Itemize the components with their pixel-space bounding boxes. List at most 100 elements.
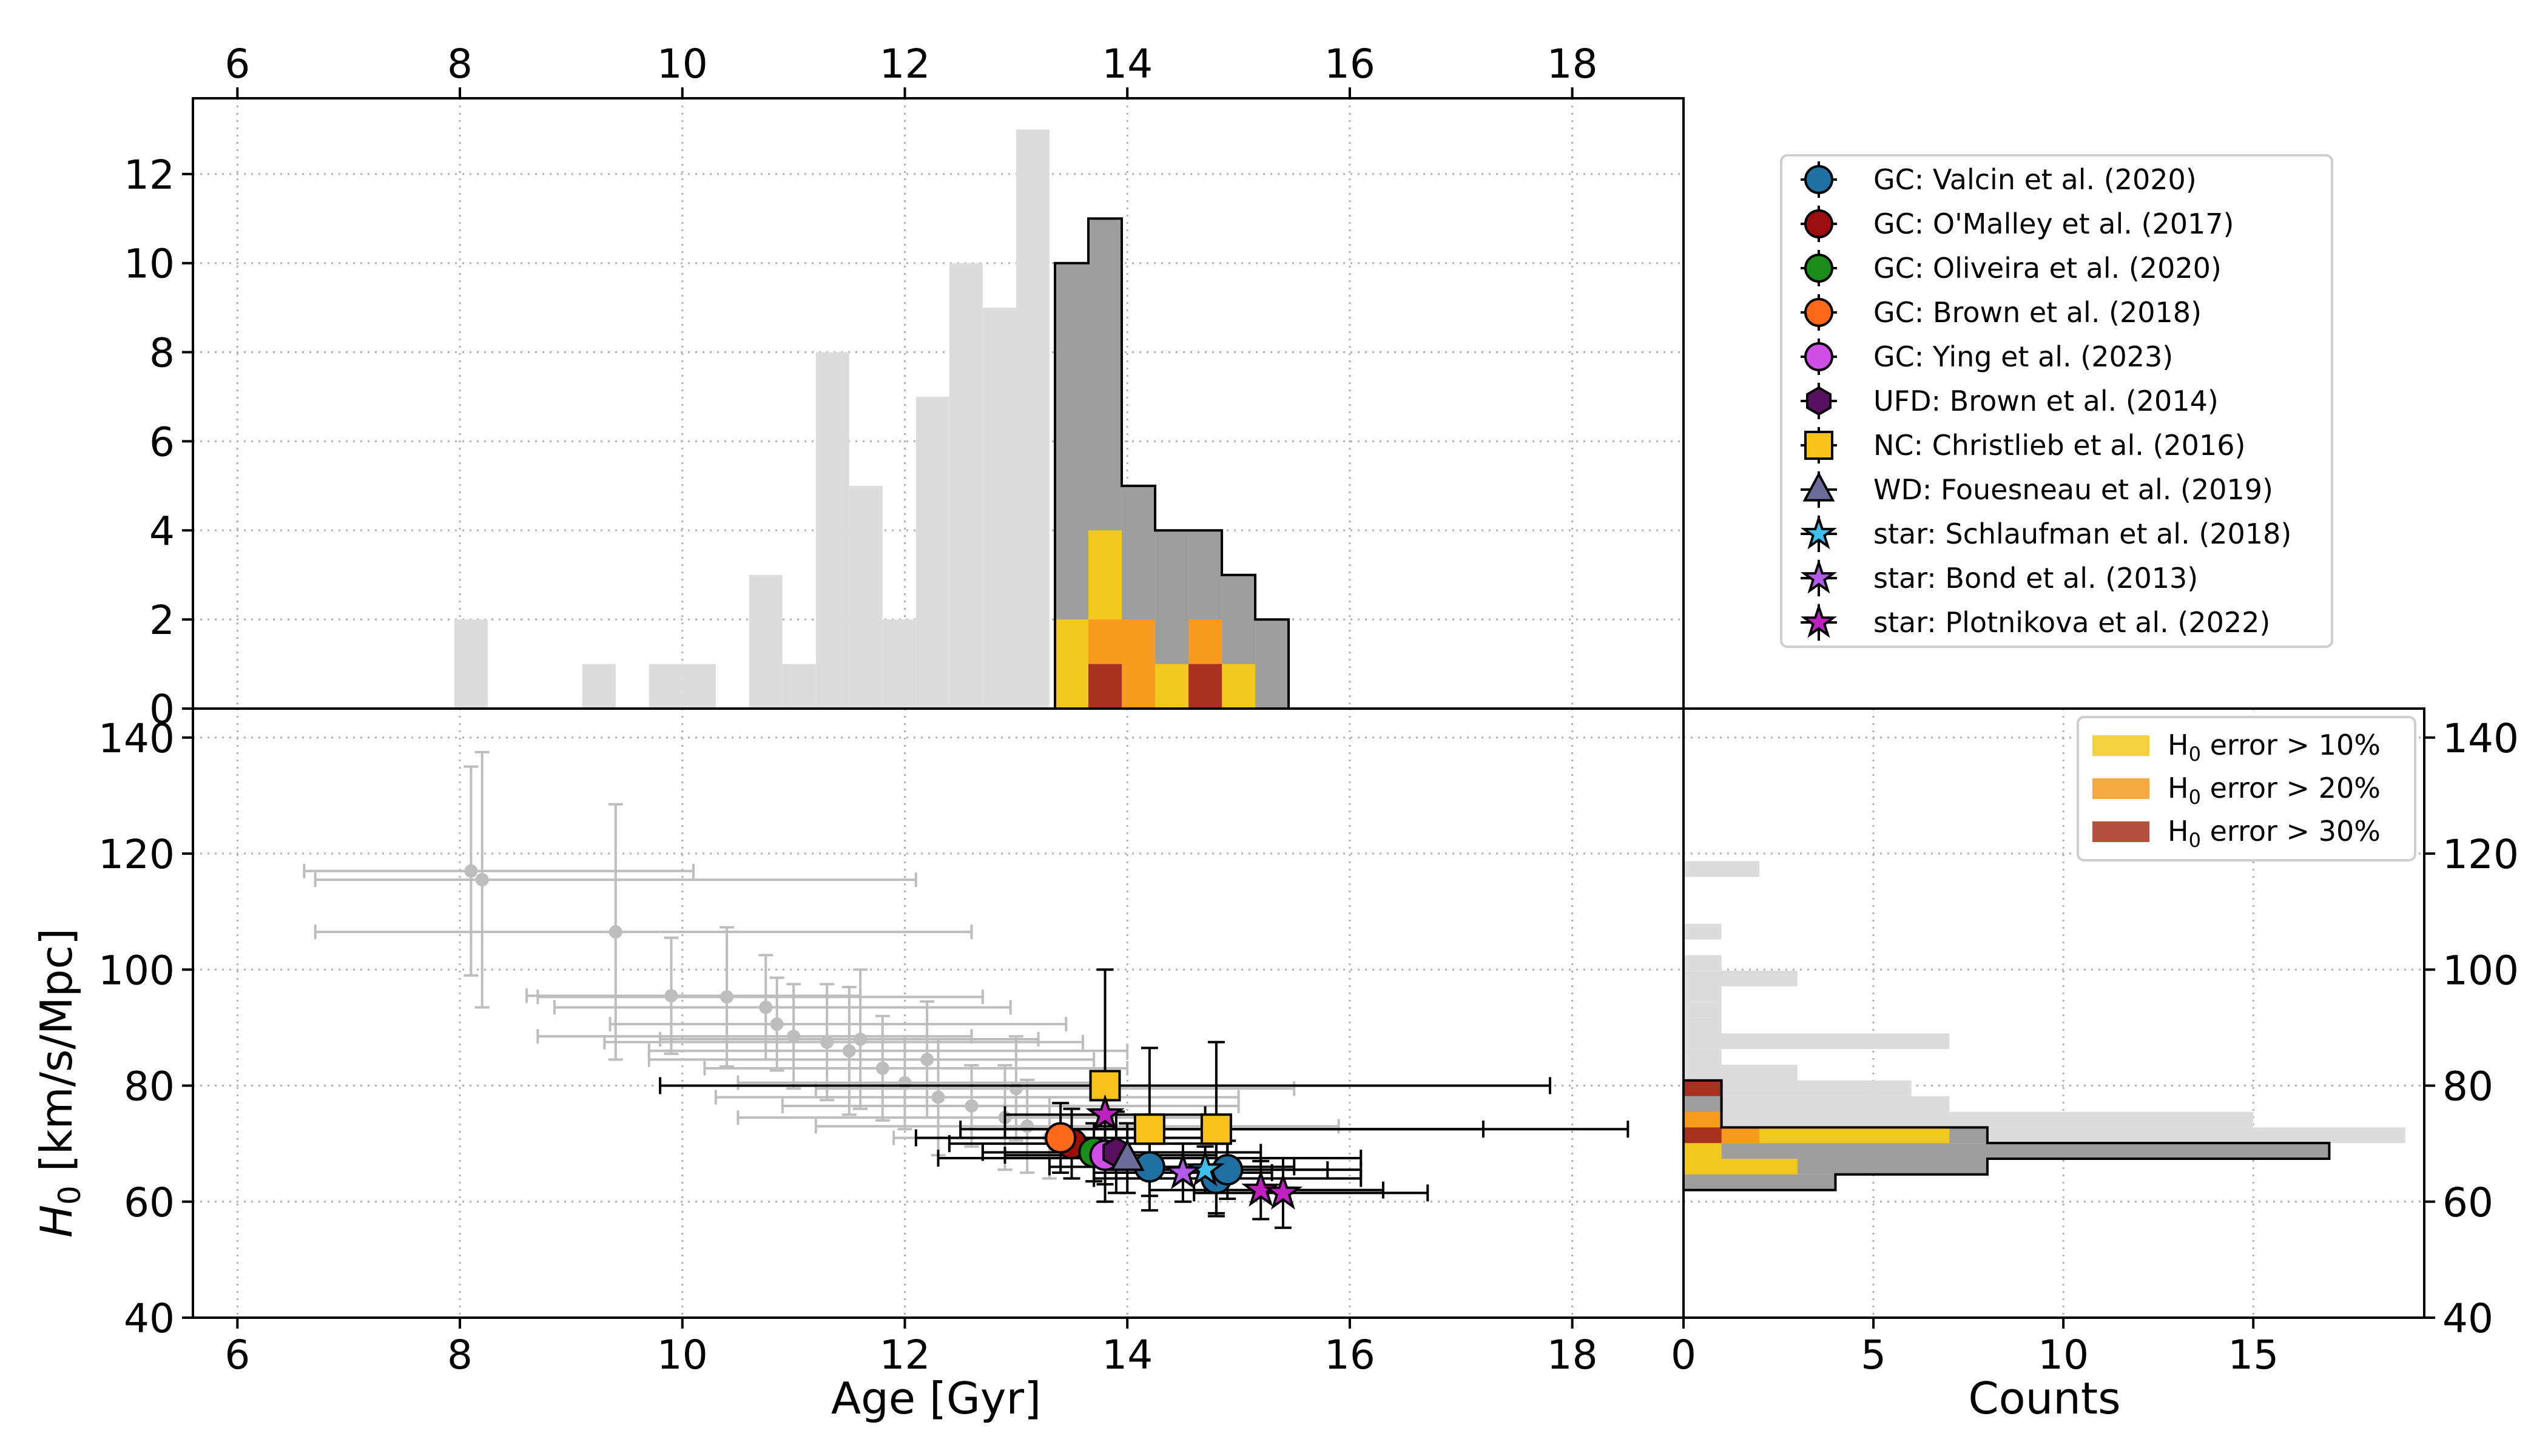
err30-bar [1088, 664, 1122, 709]
x-tick-label: 14 [1102, 1332, 1153, 1378]
legend-marker-schlaufman [1800, 514, 1838, 550]
x-axis-label-age: Age [Gyr] [831, 1373, 1041, 1424]
right-y-tick-label: 100 [2442, 947, 2519, 994]
y-tick-label: 140 [98, 715, 175, 762]
error-legend-box [2077, 716, 2416, 861]
highlight-bar [1684, 1096, 1722, 1112]
background-bar [1684, 1002, 1722, 1018]
counts-tick-label: 5 [1861, 1332, 1886, 1378]
data-point-christlieb [1200, 1113, 1232, 1145]
legend-marker-brown18 [1804, 298, 1833, 327]
gray-point [1020, 1119, 1034, 1133]
gray-point [759, 1000, 773, 1014]
err30-bar [1684, 1080, 1722, 1096]
legend-marker-fouesneau [1802, 471, 1835, 502]
err30-bar [1684, 1127, 1722, 1144]
y-axis-label-units: [km/s/Mpc] [31, 928, 82, 1185]
background-bar [1684, 861, 1760, 877]
background-bar [1684, 1096, 1950, 1112]
err10-bar [1222, 664, 1256, 709]
h0-histogram [1684, 861, 2405, 1191]
top-x-tick-label: 6 [224, 41, 250, 87]
background-bar [815, 352, 849, 709]
y-axis-label-symbol: H [31, 1205, 82, 1238]
gray-point [965, 1099, 979, 1113]
x-tick-label: 12 [880, 1332, 931, 1378]
right-y-tick-label: 80 [2442, 1063, 2493, 1110]
legend-marker-oliveira [1804, 254, 1833, 283]
highlight-bar [1684, 1143, 2330, 1159]
top-x-tick-label: 16 [1324, 41, 1375, 87]
y-tick-label: 40 [124, 1295, 175, 1342]
gray-point [770, 1017, 784, 1031]
x-tick-label: 10 [657, 1332, 708, 1378]
y-tick-label: 120 [98, 831, 175, 878]
y-axis-label-h0: H0 [km/s/Mpc] [31, 928, 87, 1238]
background-bar [949, 263, 983, 709]
gray-point [820, 1035, 834, 1049]
legend-label: WD: Fouesneau et al. (2019) [1873, 473, 2273, 506]
error-legend-swatch [2092, 821, 2149, 842]
top-y-tick-label: 6 [149, 419, 175, 465]
background-bar [1016, 129, 1050, 709]
highlight-outline [1684, 1079, 2331, 1191]
data-point-valcin [1212, 1154, 1244, 1186]
scatter-frame [192, 707, 1685, 1319]
gray-point [1009, 1082, 1023, 1096]
right-frame [1682, 707, 2425, 1319]
background-bar [849, 485, 883, 709]
legend-label: NC: Christlieb et al. (2016) [1873, 429, 2245, 462]
error-legend-label: H0 error > 10% [2168, 729, 2381, 766]
background-bar [1684, 1049, 1722, 1065]
top-y-tick-label: 2 [149, 597, 175, 644]
background-bar [782, 664, 816, 709]
background-bar [1684, 955, 1722, 971]
background-bar [882, 619, 916, 709]
legend-marker-bond [1800, 559, 1838, 594]
x-tick-label: 18 [1547, 1332, 1598, 1378]
err10-bar [1684, 1143, 1722, 1159]
legend-label: GC: Oliveira et al. (2020) [1873, 252, 2222, 285]
gray-point [931, 1090, 945, 1104]
gray-point [720, 990, 734, 1004]
top-y-tick-label: 4 [149, 508, 175, 554]
background-bar [682, 664, 716, 709]
legend-label: GC: Brown et al. (2018) [1873, 296, 2202, 329]
y-tick-label: 60 [124, 1179, 175, 1226]
legend-marker-ying [1804, 342, 1833, 371]
gray-point [842, 1044, 856, 1058]
x-tick-label: 16 [1324, 1332, 1375, 1378]
gray-point [464, 864, 478, 878]
legend-label: star: Bond et al. (2013) [1873, 562, 2198, 595]
source-legend: GC: Valcin et al. (2020) GC: O'Malley et … [1780, 154, 2333, 648]
error-legend-label: H0 error > 20% [2168, 772, 2381, 809]
legend-marker-plotnikova [1800, 603, 1838, 638]
top-y-tick-label: 12 [124, 152, 175, 198]
error-legend: H0 error > 10% H0 error > 20% H0 error > 3… [2077, 716, 2416, 861]
axis-ticks: 6 8 10 12 14 16 18 0 2 4 6 8 10 12 6 8 10 12 14 16 18 40 60 80 1… [98, 41, 2519, 1378]
counts-tick-label: 15 [2228, 1332, 2279, 1378]
data-point-schlaufman [1185, 1149, 1225, 1187]
err10-bar [1155, 664, 1189, 709]
legend-label: UFD: Brown et al. (2014) [1873, 385, 2219, 417]
axes-frames [192, 97, 2425, 1319]
data-point-bond [1163, 1152, 1203, 1190]
background-bar [915, 396, 949, 709]
err20-bar [1122, 619, 1156, 709]
gray-point [854, 1033, 868, 1046]
err10-bar [1684, 1159, 1798, 1175]
gray-point [920, 1053, 934, 1067]
err20-bar [1684, 1111, 1722, 1128]
top-y-tick-label: 10 [124, 241, 175, 288]
gray-point [475, 873, 489, 887]
legend-marker-valcin [1804, 165, 1833, 194]
right-y-tick-label: 140 [2442, 715, 2519, 762]
highlight-bar [1255, 619, 1289, 709]
top-x-tick-label: 10 [657, 41, 708, 87]
data-point-christlieb [1133, 1113, 1165, 1145]
x-tick-label: 8 [447, 1332, 473, 1378]
legend-label: GC: Valcin et al. (2020) [1873, 163, 2197, 196]
background-bar [649, 664, 682, 709]
background-bar [1684, 1065, 1798, 1080]
legend-label: GC: Ying et al. (2023) [1873, 340, 2173, 373]
